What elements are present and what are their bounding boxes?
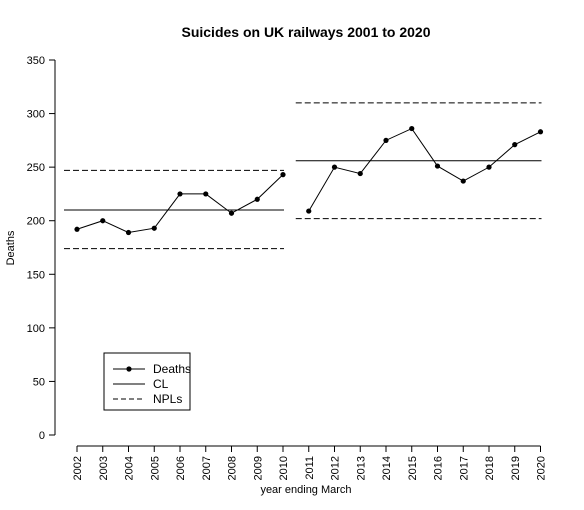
y-tick-label: 350 (27, 55, 45, 67)
x-tick-label: 2011 (304, 456, 316, 480)
deaths-point (409, 125, 415, 132)
legend-cl-label: CL (153, 377, 169, 391)
y-tick-label: 200 (27, 216, 45, 228)
x-tick-label: 2005 (149, 456, 161, 480)
x-tick-label: 2014 (381, 456, 393, 480)
deaths-point (280, 172, 286, 178)
deaths-point (203, 191, 209, 197)
deaths-point (537, 129, 544, 135)
y-axis: 0 50 100 150 200 250 300 350 (27, 55, 56, 442)
legend: Deaths CL NPLs (103, 352, 191, 411)
x-tick-label: 2004 (124, 456, 136, 480)
x-tick-label: 2020 (536, 456, 548, 480)
x-axis: 2002 2003 2004 2005 2006 2007 2008 2009 2010 2011… (72, 445, 548, 480)
x-tick-label: 2002 (72, 456, 84, 480)
y-tick-label: 50 (33, 376, 45, 388)
center-lines (64, 160, 542, 211)
x-tick-label: 2006 (175, 456, 187, 480)
x-tick-label: 2019 (510, 456, 522, 480)
deaths-point (357, 170, 363, 177)
y-tick-label: 250 (27, 162, 45, 174)
deaths-point (306, 208, 312, 214)
x-tick-label: 2012 (330, 456, 342, 480)
deaths-point (151, 225, 157, 231)
x-axis-label: year ending March (260, 484, 351, 496)
legend-box (103, 352, 191, 411)
x-tick-label: 2009 (252, 456, 264, 480)
deaths-series (74, 125, 544, 236)
deaths-point (512, 142, 518, 148)
legend-deaths-label: Deaths (153, 362, 191, 376)
y-tick-label: 0 (39, 430, 45, 442)
x-tick-label: 2015 (407, 456, 419, 480)
deaths-point (460, 178, 466, 184)
x-tick-label: 2007 (201, 456, 213, 480)
limit-lines (64, 102, 542, 250)
deaths-point (125, 229, 132, 236)
legend-deaths-marker (126, 366, 132, 372)
deaths-point (74, 226, 80, 232)
deaths-point (228, 210, 235, 216)
deaths-point (100, 218, 106, 224)
x-tick-label: 2017 (458, 456, 470, 480)
x-tick-label: 2013 (355, 456, 367, 480)
x-tick-label: 2018 (484, 456, 496, 480)
deaths-point (177, 191, 183, 197)
legend-npl-label: NPLs (153, 392, 182, 406)
x-tick-label: 2003 (98, 456, 110, 480)
deaths-point (331, 164, 338, 170)
deaths-line (76, 174, 284, 234)
y-axis-label: Deaths (5, 230, 17, 265)
x-tick-label: 2008 (227, 456, 239, 480)
y-tick-label: 300 (27, 109, 45, 121)
deaths-line (308, 127, 541, 212)
x-tick-label: 2016 (433, 456, 445, 480)
y-tick-label: 150 (27, 269, 45, 281)
chart-title: Suicides on UK railways 2001 to 2020 (181, 24, 430, 40)
deaths-point (383, 137, 389, 143)
y-tick-label: 100 (27, 323, 45, 335)
deaths-point (254, 196, 260, 202)
x-tick-label: 2010 (278, 456, 290, 480)
deaths-point (486, 164, 492, 170)
deaths-point (434, 163, 441, 169)
